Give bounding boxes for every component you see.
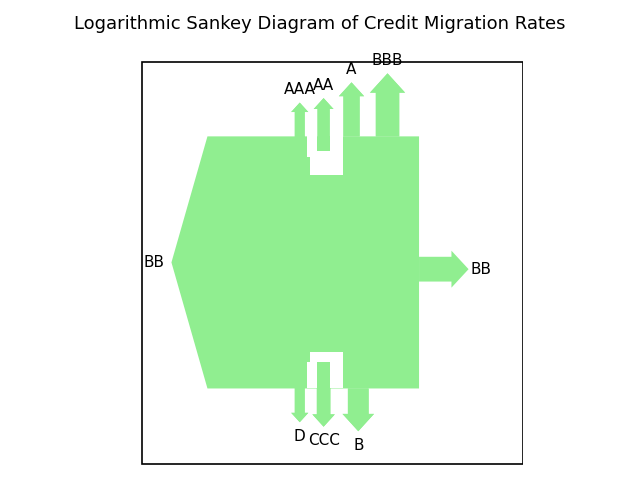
Polygon shape	[342, 388, 374, 431]
Polygon shape	[317, 136, 330, 175]
Polygon shape	[342, 388, 374, 431]
Polygon shape	[339, 83, 364, 136]
Text: BBB: BBB	[372, 53, 403, 68]
Polygon shape	[339, 184, 392, 196]
Title: Logarithmic Sankey Diagram of Credit Migration Rates: Logarithmic Sankey Diagram of Credit Mig…	[74, 15, 566, 33]
Polygon shape	[313, 168, 392, 177]
Text: BB: BB	[471, 262, 492, 276]
Polygon shape	[295, 136, 305, 159]
Polygon shape	[172, 136, 419, 388]
Polygon shape	[419, 251, 468, 288]
Text: CCC: CCC	[308, 433, 340, 448]
Polygon shape	[310, 151, 330, 175]
Polygon shape	[312, 330, 335, 427]
Polygon shape	[317, 175, 339, 196]
Polygon shape	[339, 323, 392, 336]
Polygon shape	[291, 344, 308, 422]
Polygon shape	[314, 98, 333, 191]
Polygon shape	[307, 362, 317, 388]
Polygon shape	[291, 103, 308, 172]
Text: D: D	[294, 429, 306, 444]
Polygon shape	[330, 352, 344, 388]
Polygon shape	[370, 73, 405, 136]
Polygon shape	[310, 352, 330, 362]
Polygon shape	[313, 338, 392, 348]
Text: AA: AA	[313, 78, 334, 93]
Polygon shape	[307, 136, 317, 156]
Polygon shape	[370, 73, 405, 136]
Text: A: A	[346, 62, 356, 77]
Text: B: B	[353, 438, 364, 453]
Text: AAA: AAA	[284, 82, 316, 97]
Polygon shape	[317, 323, 339, 346]
Polygon shape	[295, 338, 313, 357]
Polygon shape	[317, 346, 330, 388]
Polygon shape	[291, 344, 308, 422]
Text: BB: BB	[144, 255, 164, 270]
Polygon shape	[312, 330, 335, 427]
Polygon shape	[314, 98, 333, 191]
Polygon shape	[330, 136, 344, 175]
Polygon shape	[291, 103, 308, 172]
Polygon shape	[295, 357, 305, 388]
Polygon shape	[339, 83, 364, 136]
Polygon shape	[317, 173, 335, 191]
Polygon shape	[295, 159, 313, 177]
